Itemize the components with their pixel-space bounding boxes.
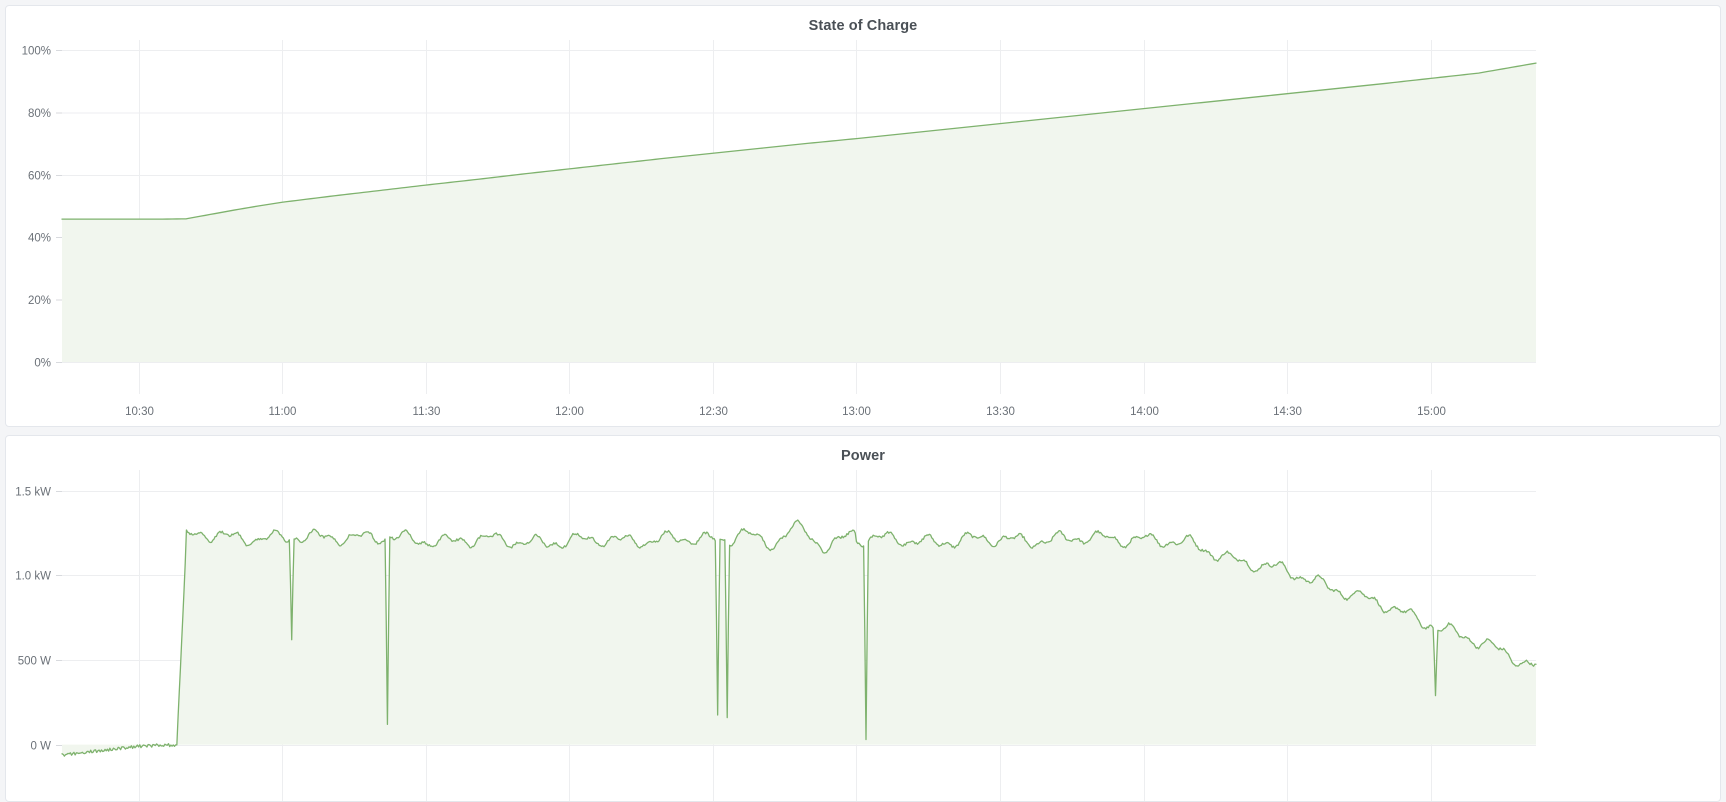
soc-xtick-label: 14:00 xyxy=(1130,406,1159,418)
panel-title-state-of-charge: State of Charge xyxy=(808,18,918,34)
soc-series-line[interactable] xyxy=(61,62,1537,220)
soc-xtick-label: 15:00 xyxy=(1417,406,1446,418)
soc-xtick-label: 10:30 xyxy=(125,406,154,418)
soc-ytick-label: 20% xyxy=(28,295,51,307)
soc-ytick-label: 100% xyxy=(22,46,51,58)
soc-xtick-label: 13:00 xyxy=(842,406,871,418)
soc-xtick-label: 14:30 xyxy=(1273,406,1302,418)
soc-xtick-label: 11:30 xyxy=(413,406,441,418)
panel-state-of-charge[interactable]: State of Charge 0% 20% 40% 60% 80% 100% 10:30 1… xyxy=(5,5,1721,427)
soc-ytick-label: 60% xyxy=(28,170,51,182)
power-ytick-label: 0 W xyxy=(31,740,52,752)
chart-svg-power[interactable]: 0 W 500 W 1.0 kW 1.5 kW xyxy=(6,469,1720,802)
power-series-line[interactable] xyxy=(61,519,1537,757)
power-ytick-label: 1.5 kW xyxy=(15,486,51,498)
panel-title-power: Power xyxy=(840,447,885,464)
soc-xtick-label: 12:00 xyxy=(555,406,584,418)
plot-area-state-of-charge[interactable]: 0% 20% 40% 60% 80% 100% 10:30 11:00 11:30 12:00 12… xyxy=(6,40,1720,426)
soc-xtick-label: 13:30 xyxy=(986,406,1015,418)
soc-ytick-label: 40% xyxy=(28,233,51,245)
soc-xtick-label: 11:00 xyxy=(269,406,297,418)
panel-power[interactable]: Power 0 W 500 W 1.0 kW 1.5 kW xyxy=(5,434,1721,802)
soc-ytick-label: 80% xyxy=(28,108,51,120)
chart-svg-state-of-charge[interactable]: 0% 20% 40% 60% 80% 100% 10:30 11:00 11:30 12:00 12… xyxy=(6,40,1720,427)
soc-ytick-label: 0% xyxy=(34,358,51,370)
soc-series-area xyxy=(62,63,1536,362)
power-ytick-label: 1.0 kW xyxy=(15,570,51,582)
power-series-area xyxy=(62,519,1536,757)
power-ytick-label: 500 W xyxy=(18,655,51,667)
soc-xtick-label: 12:30 xyxy=(699,406,728,418)
plot-area-power[interactable]: 0 W 500 W 1.0 kW 1.5 kW xyxy=(6,469,1720,802)
